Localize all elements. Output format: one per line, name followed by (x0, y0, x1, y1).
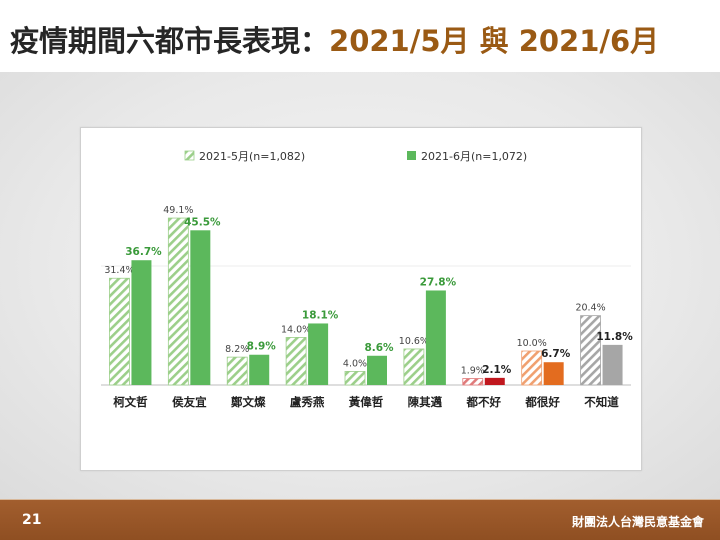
data-label-may: 8.2% (225, 344, 249, 355)
bar-june-4 (367, 355, 387, 385)
data-label-june: 36.7% (125, 246, 162, 258)
slide-title-sub: 2021/5月 與 2021/6月 (329, 24, 660, 58)
category-label: 都很好 (524, 395, 560, 409)
bar-june-6 (484, 377, 505, 385)
bar-may-3 (285, 336, 307, 386)
data-label-june: 27.8% (420, 276, 457, 288)
category-label: 柯文哲 (113, 395, 148, 409)
bar-may-0 (109, 277, 130, 386)
data-label-may: 20.4% (575, 303, 605, 314)
bar-june-3 (308, 323, 329, 385)
data-label-june: 8.9% (247, 341, 277, 353)
data-label-june: 45.5% (184, 216, 221, 228)
category-label: 陳其邁 (408, 395, 443, 409)
bar-may-1 (167, 217, 189, 386)
data-label-june: 8.6% (364, 342, 394, 354)
chart-panel: 31.4% 36.7% 柯文哲 49.1% 45.5% 侯友宜 8.2% 8.9% 鄭文燦 14.… (80, 127, 642, 471)
category-label: 黃偉哲 (348, 395, 384, 409)
legend-label-june: 2021-6月(n=1,072) (421, 150, 527, 163)
data-label-may: 49.1% (163, 205, 193, 216)
title-bar: 疫情期間六都市長表現：2021/5月 與 2021/6月 (0, 0, 720, 72)
organization-name: 財團法人台灣民意基金會 (571, 515, 704, 529)
category-label: 鄭文燦 (230, 395, 266, 409)
bar-may-5 (403, 348, 425, 386)
bar-may-6 (462, 378, 484, 386)
bar-june-2 (249, 354, 270, 385)
bar-may-7 (521, 350, 543, 386)
category-label: 不知道 (584, 395, 619, 409)
bar-june-1 (190, 230, 211, 385)
bar-june-0 (131, 260, 152, 385)
slide-title-main: 疫情期間六都市長表現： (10, 24, 330, 58)
data-label-may: 31.4% (104, 265, 134, 276)
category-label: 盧秀燕 (290, 395, 325, 409)
bar-june-8 (602, 344, 623, 385)
footer-divider (0, 499, 720, 500)
bar-june-7 (543, 362, 564, 385)
bar-june-5 (425, 290, 446, 385)
data-label-may: 10.0% (517, 338, 547, 349)
category-label: 侯友宜 (172, 395, 207, 409)
data-label-june: 6.7% (541, 348, 571, 360)
bar-chart: 31.4% 36.7% 柯文哲 49.1%45.5% 侯友宜 8.2%8.9% 鄭文燦 14.… (101, 150, 633, 409)
data-label-june: 2.1% (482, 364, 512, 376)
footer-bar: 21 財團法人台灣民意基金會 (0, 500, 720, 540)
data-label-june: 18.1% (302, 309, 339, 321)
slide-title: 疫情期間六都市長表現：2021/5月 與 2021/6月 (10, 18, 659, 60)
data-label-may: 1.9% (461, 366, 485, 377)
legend-swatch-june (407, 151, 416, 160)
legend-label-may: 2021-5月(n=1,082) (199, 150, 305, 163)
legend-swatch-may (184, 150, 195, 161)
data-label-may: 4.0% (343, 358, 367, 369)
bar-may-8 (580, 315, 601, 386)
data-label-may: 14.0% (281, 324, 311, 335)
page-number: 21 (22, 512, 42, 528)
data-label-june: 11.8% (596, 331, 633, 343)
bar-may-4 (344, 370, 366, 386)
category-label: 都不好 (466, 395, 502, 409)
data-label-may: 10.6% (399, 336, 429, 347)
bar-may-2 (226, 356, 248, 386)
